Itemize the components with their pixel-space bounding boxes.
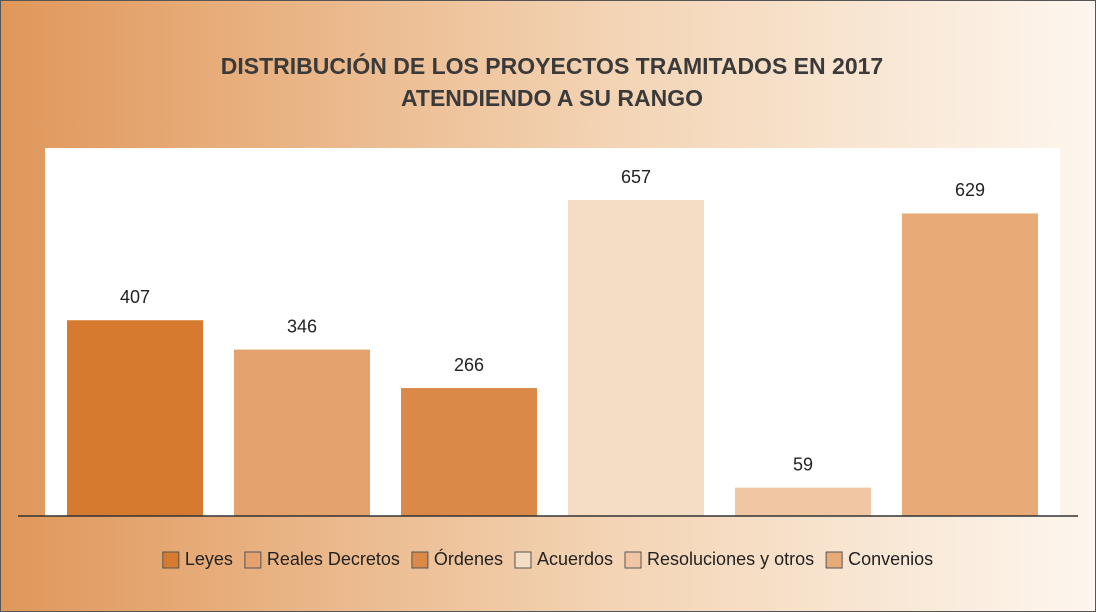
bar <box>568 200 704 516</box>
value-label: 657 <box>621 167 651 187</box>
bar <box>234 349 370 516</box>
chart-title: ATENDIENDO A SU RANGO <box>401 85 703 111</box>
legend-label: Órdenes <box>434 548 503 569</box>
legend-label: Resoluciones y otros <box>647 549 814 569</box>
legend-swatch <box>624 551 642 569</box>
value-label: 407 <box>120 287 150 307</box>
legend-label: Reales Decretos <box>267 549 400 569</box>
value-label: 59 <box>793 454 813 474</box>
chart-title: DISTRIBUCIÓN DE LOS PROYECTOS TRAMITADOS… <box>221 52 883 79</box>
legend-swatch <box>825 551 843 569</box>
bar <box>67 320 203 516</box>
value-label: 266 <box>454 355 484 375</box>
bar <box>735 487 871 516</box>
legend-swatch <box>162 551 180 569</box>
legend-swatch <box>514 551 532 569</box>
bar <box>401 388 537 516</box>
value-label: 346 <box>287 316 317 336</box>
plot-area <box>45 148 1060 516</box>
bar <box>902 213 1038 516</box>
legend-swatch <box>411 551 429 569</box>
legend-label: Acuerdos <box>537 549 613 569</box>
legend-swatch <box>244 551 262 569</box>
value-label: 629 <box>955 180 985 200</box>
legend-label: Convenios <box>848 549 933 569</box>
legend-label: Leyes <box>185 549 233 569</box>
